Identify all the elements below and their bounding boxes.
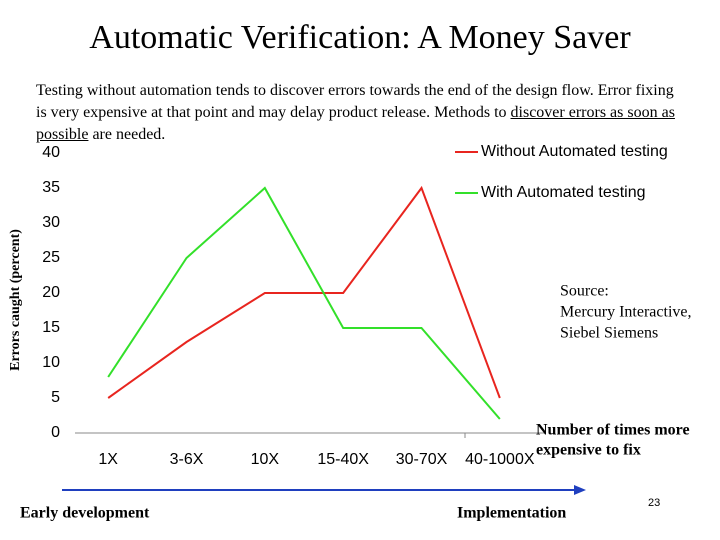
x-tick-label: 30-70X: [396, 451, 448, 468]
y-tick-label: 5: [51, 389, 60, 406]
underlined-text: discover errors as soon as possible: [36, 104, 675, 143]
series-line: [107, 185, 501, 399]
y-tick-label: 10: [42, 354, 60, 371]
x-tick-label: 1X: [98, 451, 118, 468]
y-tick-label: 15: [42, 319, 60, 336]
slide-title: Automatic Verification: A Money Saver: [89, 19, 631, 56]
y-tick-label: 25: [42, 249, 60, 266]
description: Testing without automation tends to disc…: [36, 80, 676, 146]
source-note: Siebel Siemens: [560, 325, 658, 342]
arrow-start-label: Early development: [20, 505, 150, 522]
source-note: Mercury Interactive,: [560, 304, 691, 321]
arrow-end-label: Implementation: [457, 505, 566, 522]
arrow-head: [574, 485, 586, 495]
y-axis-label: Errors caught (percent): [8, 229, 23, 371]
y-tick-label: 30: [42, 214, 60, 231]
y-tick-label: 20: [42, 284, 60, 301]
y-tick-label: 40: [42, 144, 60, 161]
cost-note: Number of times more: [536, 422, 690, 439]
series-line: [107, 186, 501, 420]
text: Testing without automation tends to disc…: [36, 82, 674, 121]
y-tick-label: 35: [42, 179, 60, 196]
x-tick-label: 10X: [251, 451, 280, 468]
source-note: Source:: [560, 283, 609, 300]
legend-label: Without Automated testing: [481, 143, 668, 160]
text: are needed.: [88, 126, 166, 143]
y-tick-label: 0: [51, 424, 60, 441]
x-tick-label: 40-1000X: [465, 451, 535, 468]
cost-note: expensive to fix: [536, 442, 641, 459]
page-number: 23: [648, 497, 660, 509]
x-tick-label: 15-40X: [317, 451, 369, 468]
legend-label: With Automated testing: [481, 184, 646, 201]
x-tick-label: 3-6X: [170, 451, 204, 468]
